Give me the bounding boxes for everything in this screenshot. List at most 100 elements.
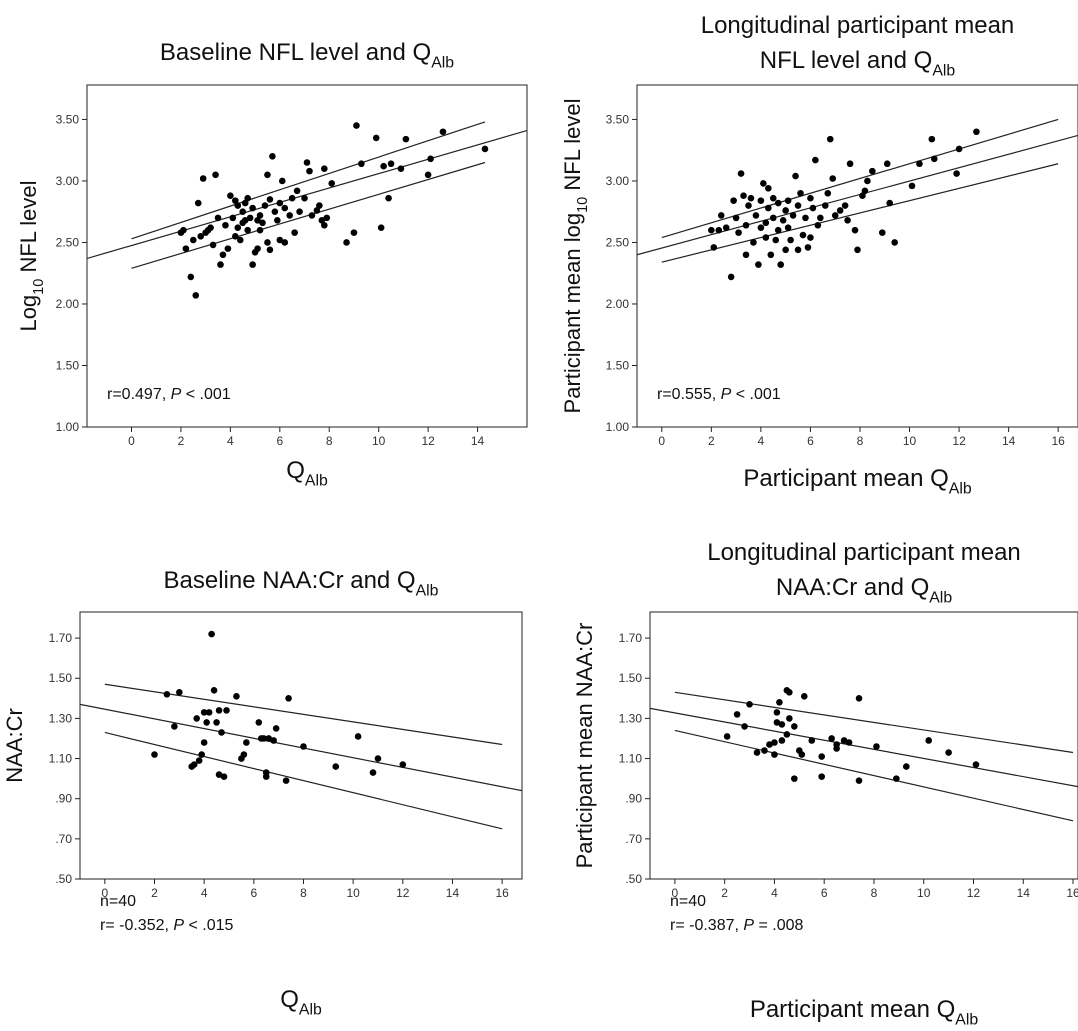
y-axis-label-subscript: 10 bbox=[31, 279, 47, 295]
data-point bbox=[789, 212, 797, 219]
data-point bbox=[786, 715, 793, 722]
data-point bbox=[254, 245, 261, 252]
x-axis-label-subscript: Alb bbox=[299, 1002, 322, 1019]
data-point bbox=[791, 723, 798, 730]
data-point bbox=[772, 236, 780, 244]
r-value: r= -0.387, bbox=[670, 917, 743, 934]
chart-title-line-1-main: Longitudinal participant mean bbox=[701, 12, 1015, 39]
data-point bbox=[732, 214, 740, 222]
chart-title-line-2-main: NAA:Cr and Q bbox=[776, 574, 929, 601]
x-tick-label: 14 bbox=[446, 886, 460, 900]
data-point bbox=[190, 761, 198, 768]
chart-title-line-1: Longitudinal participant mean bbox=[701, 12, 1015, 39]
data-point bbox=[765, 185, 772, 192]
x-tick-label: 0 bbox=[128, 434, 135, 448]
data-point bbox=[285, 695, 292, 702]
y-tick-label: 2.50 bbox=[606, 235, 630, 249]
x-tick-label: 2 bbox=[151, 886, 158, 900]
data-point bbox=[215, 771, 223, 778]
data-point bbox=[955, 145, 963, 153]
y-tick-label: .50 bbox=[625, 872, 642, 886]
data-point bbox=[171, 723, 178, 730]
data-point bbox=[266, 246, 274, 254]
y-axis-label: Log10 NFL level bbox=[16, 180, 47, 331]
data-point bbox=[323, 214, 331, 222]
x-tick-label: 8 bbox=[300, 886, 307, 900]
data-point bbox=[316, 202, 323, 209]
y-axis-label-rest: NFL level bbox=[560, 99, 585, 197]
data-point bbox=[891, 239, 898, 246]
data-point bbox=[212, 171, 219, 179]
x-tick-label: 10 bbox=[917, 886, 931, 900]
x-tick-label: 6 bbox=[250, 886, 257, 900]
y-tick-label: .70 bbox=[55, 832, 72, 846]
data-point bbox=[372, 134, 380, 142]
data-point bbox=[807, 194, 814, 202]
data-point bbox=[198, 751, 205, 758]
data-point bbox=[427, 155, 434, 163]
x-tick-label: 10 bbox=[372, 434, 386, 448]
chart-title-line-1-main: Baseline NAA:Cr and Q bbox=[163, 567, 415, 594]
data-point bbox=[717, 212, 725, 219]
data-point bbox=[826, 135, 834, 143]
data-point bbox=[792, 172, 799, 180]
data-point bbox=[223, 707, 230, 714]
y-tick-label: .50 bbox=[55, 872, 72, 886]
confidence-band-upper bbox=[661, 118, 1059, 239]
data-point bbox=[217, 261, 224, 268]
confidence-band-lower bbox=[674, 729, 1074, 822]
x-tick-label: 12 bbox=[952, 434, 966, 448]
data-point bbox=[753, 749, 761, 756]
data-point bbox=[301, 194, 308, 202]
data-point bbox=[804, 244, 812, 251]
y-axis-label: Participant mean NAA:Cr bbox=[572, 623, 597, 869]
y-tick-label: 1.30 bbox=[49, 711, 73, 725]
data-point bbox=[332, 763, 340, 770]
x-tick-label: 16 bbox=[1066, 886, 1078, 900]
regression-line bbox=[637, 134, 1078, 256]
data-point bbox=[220, 773, 228, 780]
y-axis-label-rest: NFL level bbox=[16, 180, 41, 278]
data-point bbox=[249, 204, 256, 212]
x-axis-label-main: Participant mean Q bbox=[743, 465, 948, 492]
data-point bbox=[300, 743, 307, 750]
x-tick-label: 2 bbox=[721, 886, 728, 900]
data-point bbox=[778, 721, 786, 728]
data-point bbox=[380, 162, 387, 170]
data-point bbox=[163, 691, 171, 698]
x-tick-label: 6 bbox=[807, 434, 814, 448]
chart-title-line-2-main: NFL level and Q bbox=[760, 47, 933, 74]
chart-title-line-2: NAA:Cr and QAlb bbox=[776, 574, 952, 607]
y-axis-label-main: NAA:Cr bbox=[2, 708, 27, 783]
x-tick-label: 16 bbox=[495, 886, 509, 900]
data-point bbox=[757, 224, 765, 232]
x-tick-label: 8 bbox=[857, 434, 864, 448]
data-point bbox=[741, 723, 748, 730]
data-point bbox=[760, 180, 767, 187]
data-point bbox=[908, 182, 916, 190]
data-point bbox=[265, 735, 273, 742]
data-point bbox=[742, 221, 750, 229]
chart-title-line-1: Baseline NFL level and QAlb bbox=[160, 39, 454, 72]
y-axis-label-main: Log bbox=[16, 295, 41, 332]
data-point bbox=[232, 233, 239, 240]
y-tick-label: 1.10 bbox=[49, 752, 73, 766]
data-point bbox=[945, 749, 952, 756]
data-point bbox=[328, 180, 336, 187]
data-point bbox=[794, 202, 802, 209]
data-point bbox=[817, 214, 824, 222]
data-point bbox=[931, 155, 938, 163]
data-point bbox=[256, 226, 264, 234]
data-point bbox=[199, 175, 207, 182]
data-point bbox=[814, 221, 822, 229]
data-point bbox=[296, 208, 303, 216]
data-point bbox=[828, 735, 835, 742]
data-point bbox=[771, 751, 778, 758]
data-point bbox=[229, 214, 237, 222]
data-point bbox=[254, 217, 261, 224]
data-point bbox=[224, 245, 232, 252]
data-point bbox=[846, 160, 854, 168]
data-point bbox=[239, 208, 247, 216]
data-point bbox=[200, 739, 208, 746]
